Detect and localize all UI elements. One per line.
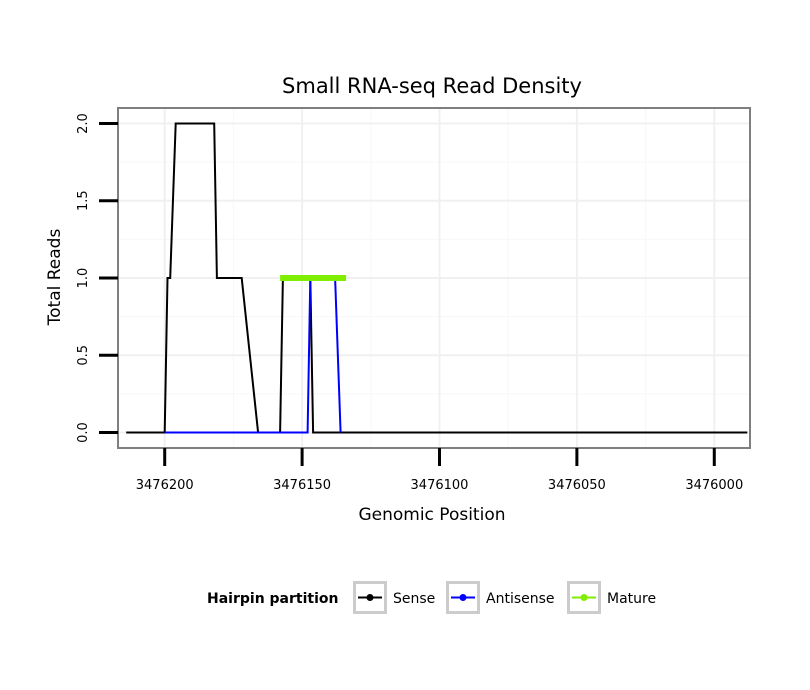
x-tick-label: 3476150 [273, 478, 331, 493]
y-tick-label: 0.5 [76, 345, 91, 366]
x-tick-label: 3476000 [685, 478, 743, 493]
legend-label-sense: Sense [393, 591, 435, 607]
legend-key-point [580, 594, 588, 601]
legend-key-point [366, 594, 374, 601]
legend-key-point [459, 594, 467, 601]
x-tick-label: 3476100 [411, 478, 469, 493]
y-tick-label: 1.0 [76, 268, 91, 289]
y-tick-label: 2.0 [76, 113, 91, 134]
x-tick-label: 3476200 [136, 478, 194, 493]
y-tick-label: 1.5 [76, 190, 91, 211]
y-axis-title: Total Reads [45, 229, 65, 327]
x-tick-label: 3476050 [548, 478, 606, 493]
legend: Hairpin partition Sense Antisense Mature [207, 581, 656, 614]
plot-panel: 0.0 0.5 1.0 1.5 2.0 3476200 3476150 3476100 3476… [76, 107, 751, 493]
chart-title: Small RNA-seq Read Density [282, 74, 582, 98]
legend-label-antisense: Antisense [486, 591, 555, 607]
legend-title: Hairpin partition [207, 591, 338, 607]
y-tick-label: 0.0 [76, 422, 91, 443]
x-axis-title: Genomic Position [358, 505, 505, 525]
legend-label-mature: Mature [607, 591, 656, 607]
